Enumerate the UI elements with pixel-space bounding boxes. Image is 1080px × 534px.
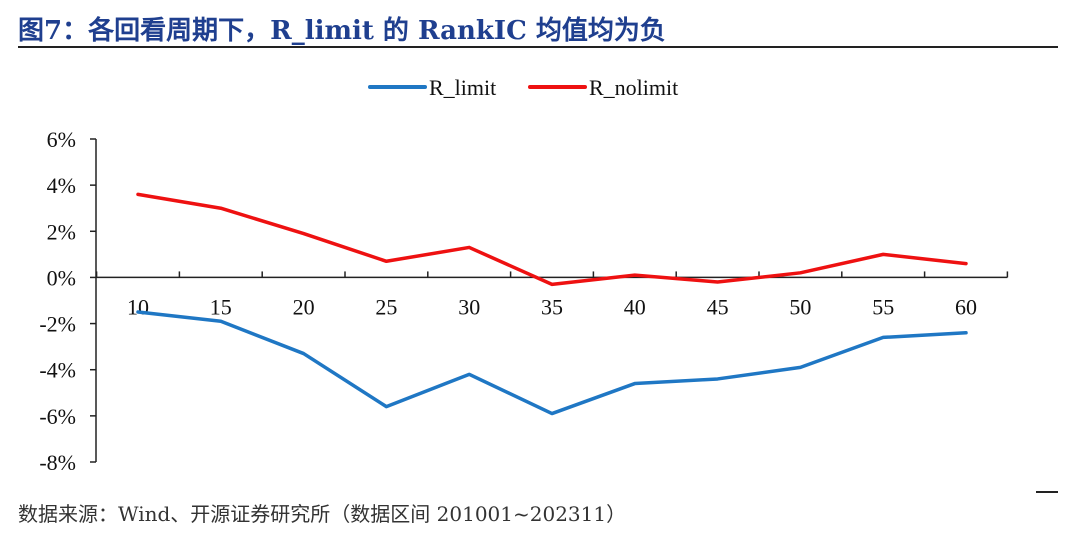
series-line-r-nolimit	[136, 192, 968, 287]
y-tick-label: -2%	[39, 312, 76, 337]
title-rule	[18, 46, 1058, 48]
y-tick-label: -6%	[39, 404, 76, 429]
source-note: 数据来源：Wind、开源证券研究所（数据区间 201001~202311）	[18, 502, 627, 526]
legend-label: R_nolimit	[589, 75, 678, 100]
footer-rule	[1036, 491, 1058, 493]
y-tick-label: 2%	[47, 219, 76, 244]
x-tick-label: 35	[541, 294, 563, 319]
x-tick-label: 30	[458, 294, 480, 319]
x-tick-label: 40	[624, 294, 646, 319]
y-tick-label: 4%	[47, 173, 76, 198]
figure-title: 图7：各回看周期下，R_limit 的 RankIC 均值均为负	[18, 16, 666, 46]
x-tick-label: 25	[375, 294, 397, 319]
y-tick-label: 0%	[47, 265, 76, 290]
x-tick-label: 45	[707, 294, 729, 319]
x-tick-label: 15	[210, 294, 232, 319]
x-tick-label: 20	[293, 294, 315, 319]
y-tick-label: 6%	[47, 127, 76, 152]
x-tick-label: 50	[789, 294, 811, 319]
x-tick-label: 60	[955, 294, 977, 319]
x-tick-label: 55	[872, 294, 894, 319]
x-tick-label: 10	[127, 294, 149, 319]
y-tick-label: -4%	[39, 358, 76, 383]
legend-label: R_limit	[429, 75, 496, 100]
y-tick-label: -8%	[39, 450, 76, 475]
series-line-r-limit	[136, 310, 968, 416]
